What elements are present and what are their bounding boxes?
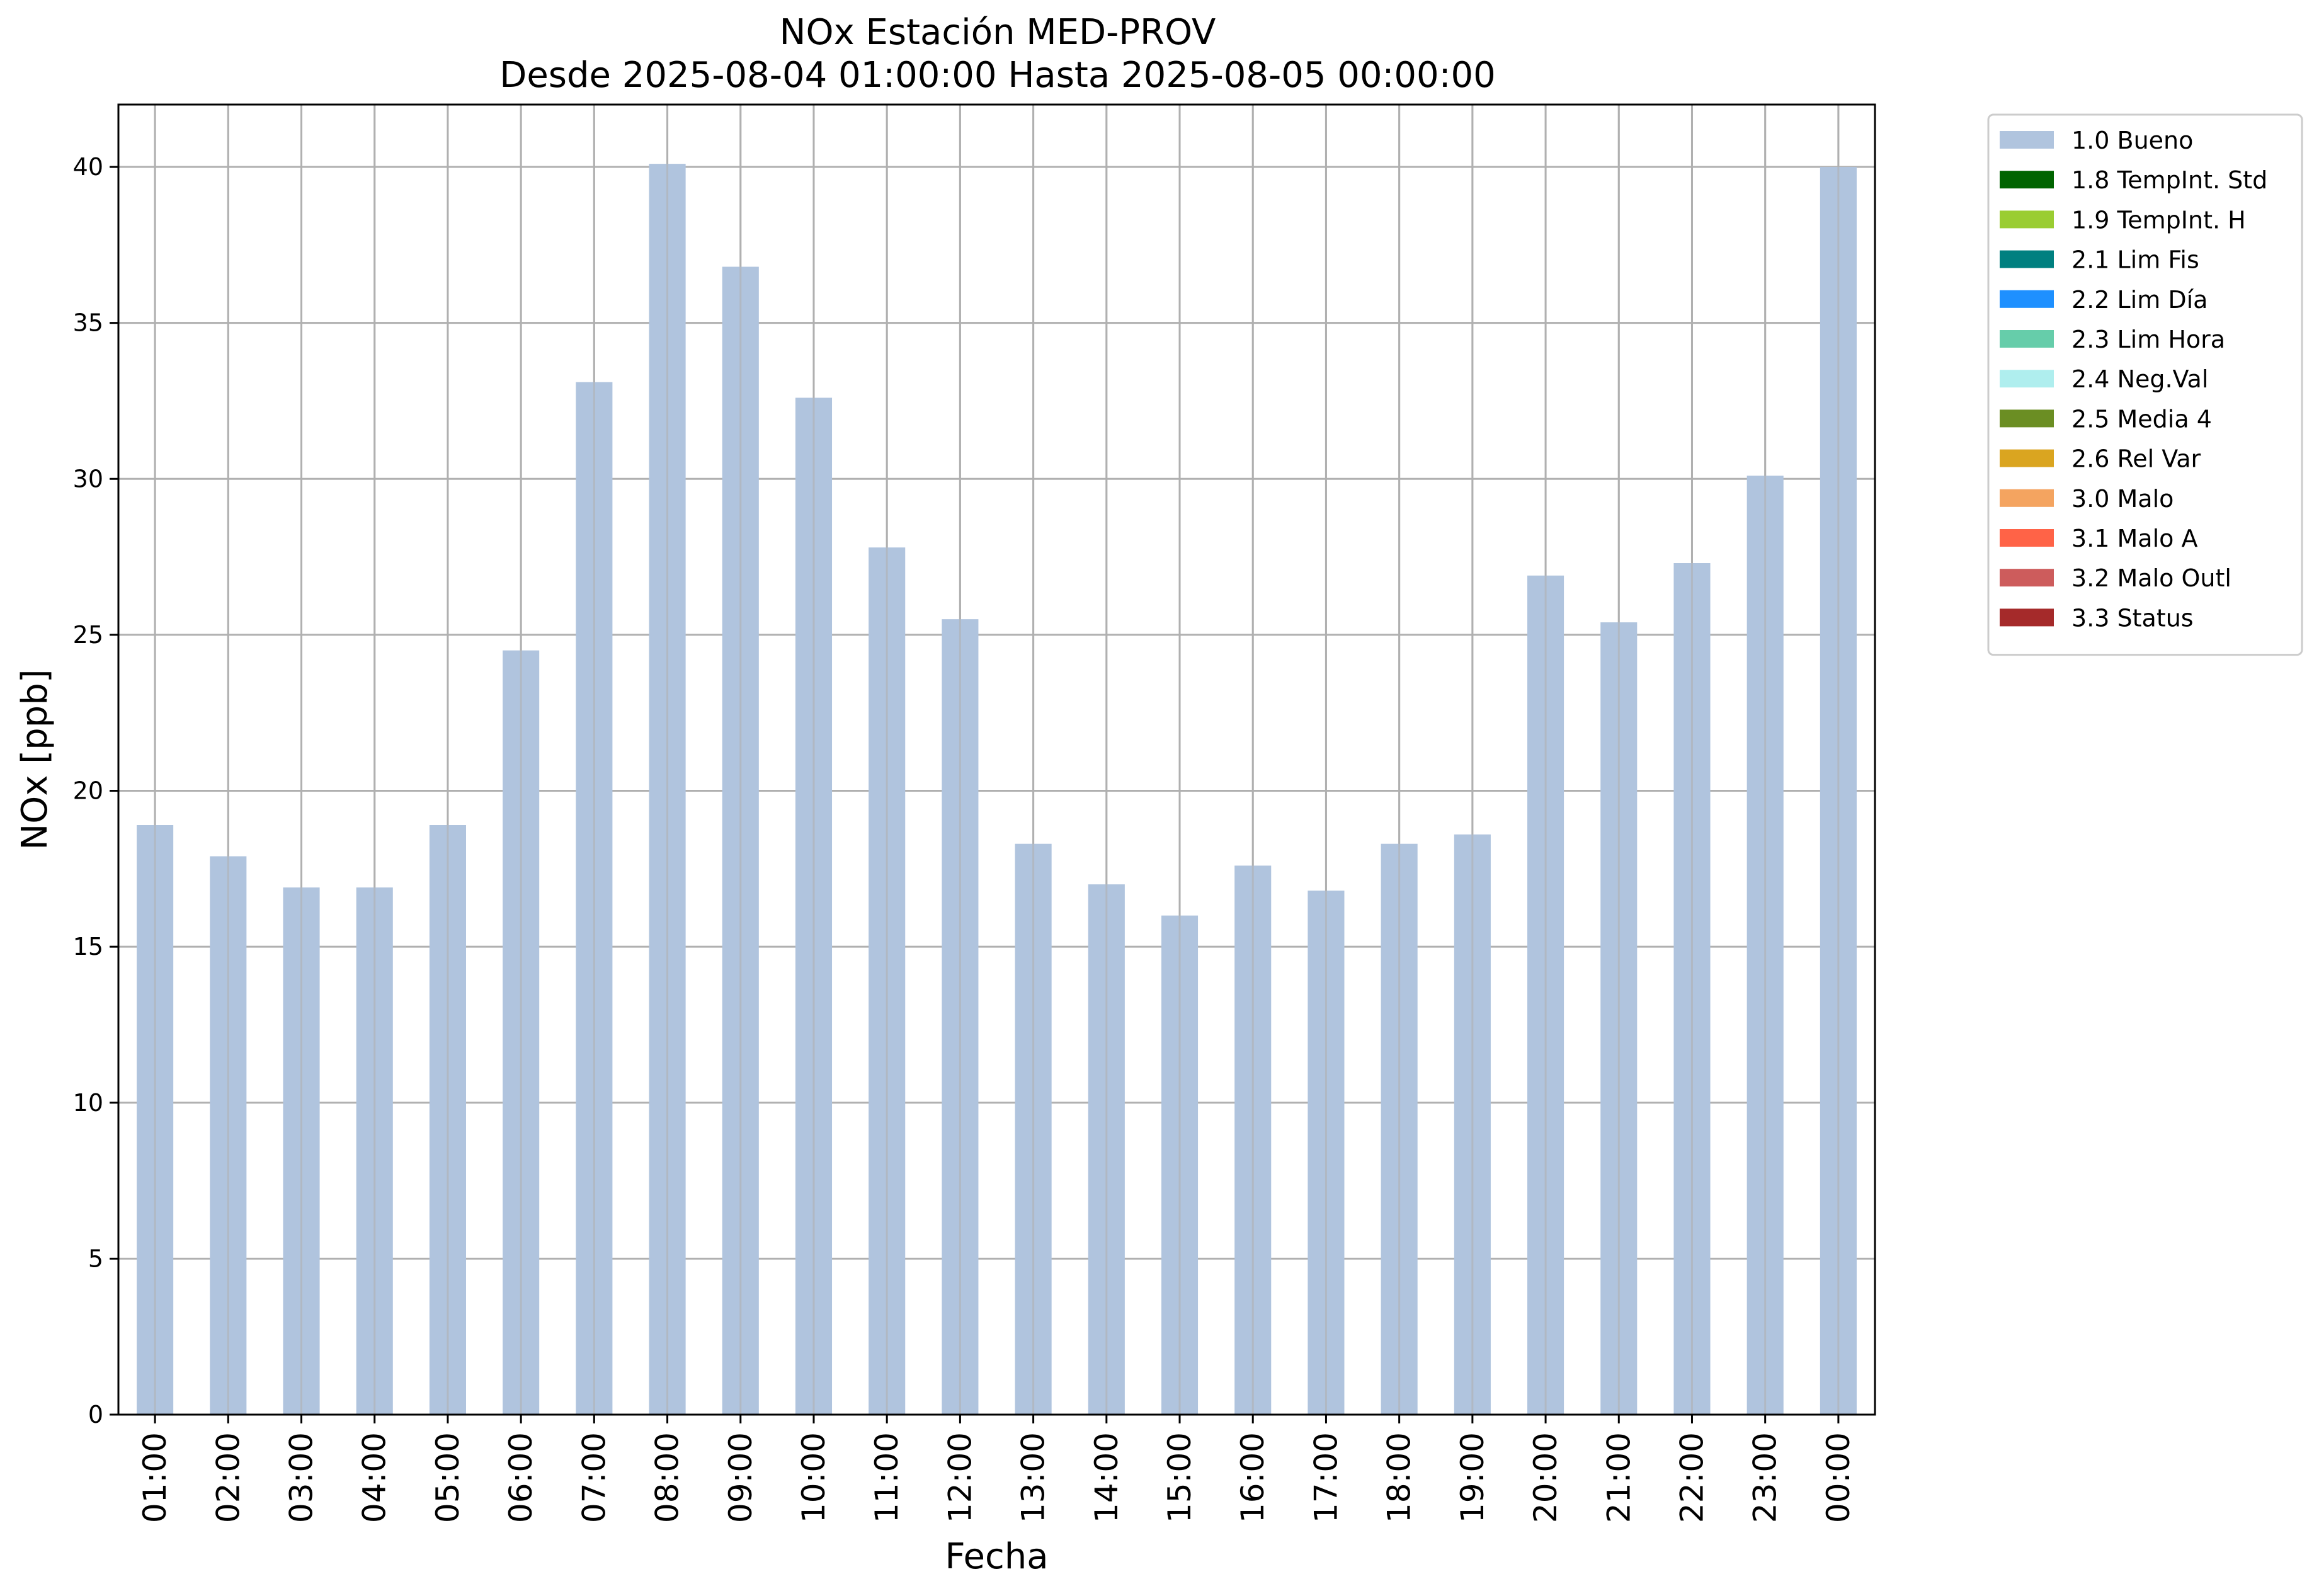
x-tick-label: 00:00 [1820, 1432, 1857, 1523]
legend-label: 2.2 Lim Día [2071, 286, 2208, 314]
y-tick-label: 35 [73, 309, 103, 337]
x-axis: 01:00 02:00 03:00 04:00 05:00 06:00 07:00 08:00… [137, 1415, 1857, 1523]
legend-swatch [2000, 489, 2054, 507]
legend-label: 2.4 Neg.Val [2071, 365, 2208, 393]
legend-swatch [2000, 250, 2054, 268]
x-tick-label: 06:00 [503, 1432, 539, 1523]
x-tick-label: 13:00 [1015, 1432, 1052, 1523]
y-tick-label: 40 [73, 153, 103, 181]
bars [137, 105, 1857, 1415]
legend-swatch [2000, 409, 2054, 428]
x-tick-label: 02:00 [210, 1432, 246, 1523]
y-axis: 0 5 10 15 20 25 30 35 40 [73, 153, 118, 1428]
legend-swatch [2000, 569, 2054, 587]
y-tick-label: 10 [73, 1089, 103, 1117]
x-tick-label: 08:00 [649, 1432, 686, 1523]
x-tick-label: 01:00 [137, 1432, 173, 1523]
x-tick-label: 16:00 [1234, 1432, 1271, 1523]
x-tick-label: 05:00 [430, 1432, 466, 1523]
legend-label: 1.8 TempInt. Std [2071, 166, 2267, 194]
legend-swatch [2000, 330, 2054, 348]
x-tick-label: 21:00 [1600, 1432, 1637, 1523]
x-tick-label: 03:00 [283, 1432, 320, 1523]
plot-area-frame [117, 103, 1876, 1416]
legend-swatch [2000, 131, 2054, 149]
legend-label: 3.0 Malo [2071, 485, 2174, 513]
y-axis-label: NOx [ppb] [14, 669, 55, 850]
y-tick-label: 0 [88, 1401, 103, 1428]
legend: 1.0 Bueno 1.8 TempInt. Std 1.9 TempInt. H 2… [1987, 113, 2303, 656]
x-tick-label: 09:00 [722, 1432, 759, 1523]
legend-swatch [2000, 608, 2054, 627]
legend-label: 3.2 Malo Outl [2071, 564, 2231, 592]
y-tick-label: 15 [73, 933, 103, 960]
legend-label: 2.5 Media 4 [2071, 405, 2212, 433]
x-tick-label: 07:00 [576, 1432, 612, 1523]
x-tick-label: 15:00 [1161, 1432, 1198, 1523]
legend-label: 2.1 Lim Fis [2071, 246, 2199, 274]
y-tick-label: 30 [73, 465, 103, 493]
x-tick-label: 18:00 [1381, 1432, 1418, 1523]
legend-frame [1987, 113, 2303, 656]
legend-label: 2.3 Lim Hora [2071, 326, 2225, 353]
legend-label: 2.6 Rel Var [2071, 445, 2201, 473]
legend-swatch [2000, 370, 2054, 388]
x-tick-label: 12:00 [942, 1432, 978, 1523]
x-tick-label: 19:00 [1454, 1432, 1491, 1523]
legend-label: 3.3 Status [2071, 604, 2194, 632]
legend-swatch [2000, 290, 2054, 308]
y-tick-label: 25 [73, 621, 103, 649]
x-tick-label: 14:00 [1088, 1432, 1125, 1523]
chart-subtitle: Desde 2025-08-04 01:00:00 Hasta 2025-08-… [499, 55, 1496, 96]
legend-label: 3.1 Malo A [2071, 525, 2197, 552]
x-tick-label: 22:00 [1673, 1432, 1710, 1523]
x-axis-label: Fecha [945, 1536, 1048, 1577]
x-tick-label: 23:00 [1747, 1432, 1784, 1523]
x-tick-label: 10:00 [795, 1432, 832, 1523]
legend-swatch [2000, 210, 2054, 229]
legend-swatch [2000, 171, 2054, 189]
chart-title: NOx Estación MED-PROV [780, 12, 1216, 53]
x-tick-label: 11:00 [869, 1432, 905, 1523]
x-tick-label: 20:00 [1527, 1432, 1564, 1523]
legend-label: 1.0 Bueno [2071, 127, 2193, 154]
legend-label: 1.9 TempInt. H [2071, 206, 2246, 234]
legend-swatch [2000, 449, 2054, 467]
y-tick-label: 20 [73, 777, 103, 805]
x-tick-label: 17:00 [1308, 1432, 1344, 1523]
legend-swatch [2000, 529, 2054, 547]
y-tick-label: 5 [88, 1245, 103, 1272]
x-tick-label: 04:00 [356, 1432, 393, 1523]
